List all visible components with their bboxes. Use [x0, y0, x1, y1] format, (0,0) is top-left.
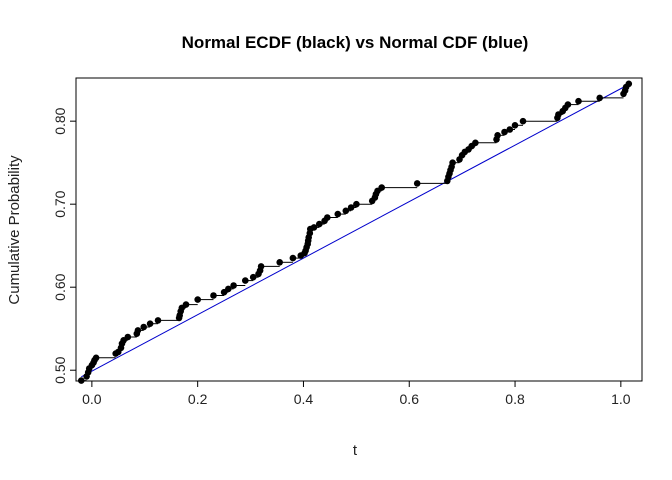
ecdf-point	[334, 210, 342, 218]
ecdf-point	[324, 214, 331, 221]
ecdf-point	[225, 285, 232, 293]
x-tick-label: 0.8	[505, 391, 525, 407]
y-tick-label: 0.80	[52, 107, 68, 134]
ecdf-point	[249, 273, 257, 281]
ecdf-point	[78, 377, 85, 384]
ecdf-point	[506, 126, 514, 133]
ecdf-point	[257, 263, 265, 270]
ecdf-point	[210, 292, 217, 299]
ecdf-steps	[81, 86, 629, 382]
cdf-line	[81, 82, 632, 378]
ecdf-point	[230, 282, 237, 289]
ecdf-point	[342, 207, 350, 215]
ecdf-point	[124, 333, 132, 341]
ecdf-point	[378, 184, 386, 191]
x-tick-label: 0.6	[400, 391, 420, 407]
ecdf-point	[347, 204, 355, 211]
ecdf-point	[625, 80, 633, 88]
plot-frame	[75, 77, 643, 382]
ecdf-point	[134, 327, 142, 334]
ecdf-point	[316, 220, 323, 228]
x-axis: 0.0 0.2 0.4 0.6 0.8 1.0	[82, 381, 631, 407]
x-tick-label: 1.0	[611, 391, 631, 407]
y-axis-label: Cumulative Probability	[6, 155, 23, 305]
ecdf-points	[78, 80, 633, 384]
ecdf-point	[575, 97, 582, 105]
ecdf-point	[472, 139, 479, 147]
ecdf-point	[242, 277, 249, 284]
ecdf-point	[194, 296, 201, 303]
x-tick-label: 0.2	[188, 391, 208, 407]
y-tick-label: 0.70	[52, 190, 68, 217]
ecdf-point	[564, 101, 572, 108]
ecdf-point	[276, 259, 284, 266]
y-tick-label: 0.50	[52, 356, 68, 383]
ecdf-point	[182, 301, 190, 308]
x-tick-label: 0.4	[294, 391, 314, 407]
ecdf-point	[310, 224, 318, 231]
ecdf-point	[92, 354, 100, 362]
ecdf-point	[154, 317, 162, 324]
ecdf-point	[511, 122, 519, 129]
ecdf-point	[519, 117, 527, 125]
ecdf-point	[146, 320, 154, 328]
ecdf-point	[501, 128, 508, 136]
ecdf-point	[449, 159, 456, 166]
plot-area	[78, 80, 633, 384]
y-axis: 0.50 0.60 0.70 0.80	[52, 107, 76, 384]
ecdf-point	[140, 323, 147, 331]
ecdf-point	[289, 254, 297, 262]
x-tick-label: 0.0	[82, 391, 102, 407]
y-tick-label: 0.60	[52, 273, 68, 300]
ecdf-point	[353, 200, 360, 208]
x-axis-label: t	[353, 442, 358, 459]
ecdf-point	[494, 132, 501, 139]
ecdf-point	[413, 180, 421, 187]
ecdf-point	[596, 94, 603, 102]
chart-title: Normal ECDF (black) vs Normal CDF (blue)	[182, 33, 529, 52]
